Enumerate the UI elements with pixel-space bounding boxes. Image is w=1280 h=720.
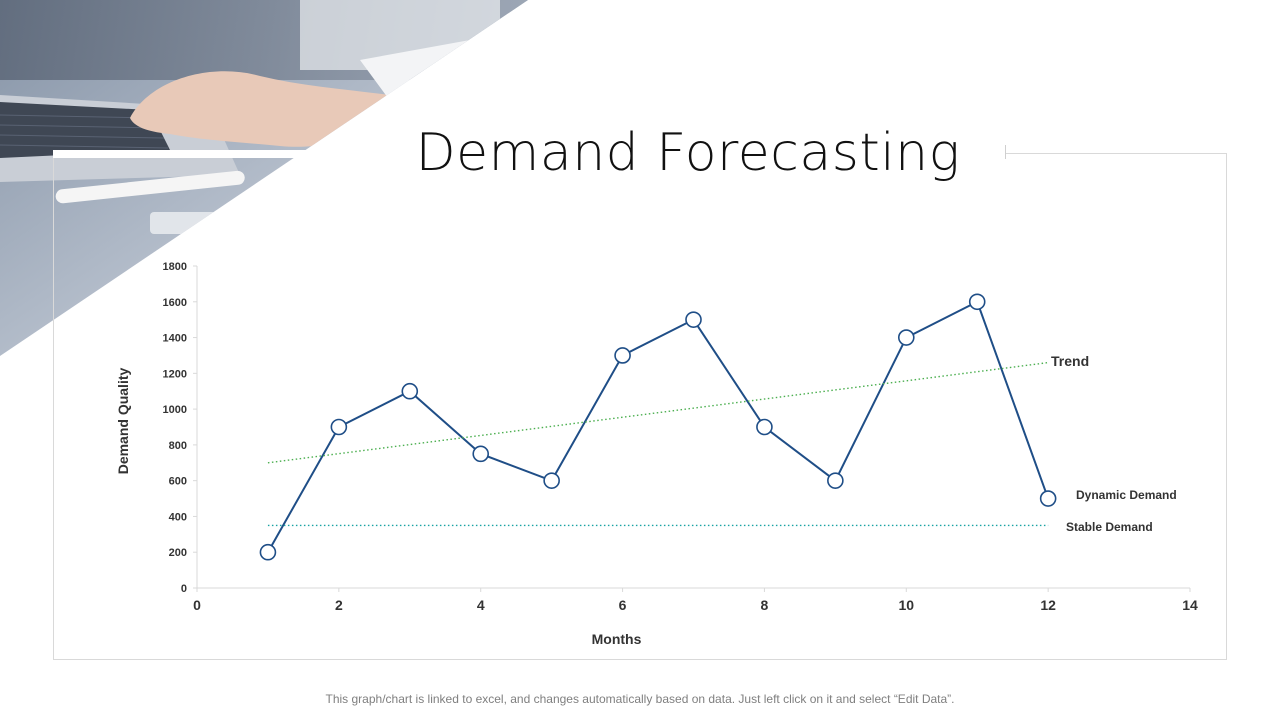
dynamic-demand-point <box>259 543 277 561</box>
dynamic-demand-point <box>827 472 844 489</box>
y-tick-label: 1200 <box>163 368 187 380</box>
x-tick-label: 2 <box>335 597 343 613</box>
x-tick-label: 6 <box>619 597 627 613</box>
x-tick-label: 0 <box>193 597 201 613</box>
y-tick-label: 1400 <box>163 333 187 345</box>
frame-tick <box>1005 145 1006 159</box>
y-tick-label: 1000 <box>163 404 187 416</box>
y-tick-label: 800 <box>169 440 187 452</box>
x-tick-label: 8 <box>761 597 769 613</box>
y-tick-label: 1800 <box>163 261 187 273</box>
dynamic-demand-point <box>472 445 490 463</box>
y-axis-title: Demand Quality <box>115 368 131 475</box>
y-tick-label: 1600 <box>163 297 187 309</box>
trend-line <box>267 361 1049 464</box>
stable-demand-label: Stable Demand <box>1066 520 1153 534</box>
x-tick-label: 12 <box>1040 597 1056 613</box>
dynamic-demand-point <box>968 293 986 311</box>
footnote: This graph/chart is linked to excel, and… <box>325 692 955 706</box>
dynamic-demand-point <box>330 418 348 436</box>
dynamic-demand-line <box>267 300 1050 553</box>
dynamic-demand-label: Dynamic Demand <box>1076 488 1177 502</box>
y-tick-label: 0 <box>181 583 187 595</box>
page-title: Demand Forecasting <box>415 123 961 183</box>
x-tick-label: 4 <box>477 597 485 613</box>
y-tick-label: 400 <box>169 511 187 523</box>
x-axis-title: Months <box>592 631 642 647</box>
dynamic-demand-point <box>614 347 631 364</box>
dynamic-demand-point <box>401 382 419 400</box>
x-tick-label: 10 <box>898 597 914 613</box>
y-tick-label: 200 <box>169 547 187 559</box>
dynamic-demand-point <box>543 472 560 489</box>
trend-label: Trend <box>1051 353 1089 369</box>
x-tick-label: 14 <box>1182 597 1198 613</box>
dynamic-demand-point <box>1039 490 1057 507</box>
dynamic-demand-point <box>685 311 702 328</box>
dynamic-demand-point <box>756 418 773 436</box>
y-tick-label: 600 <box>169 476 187 488</box>
dynamic-demand-point <box>897 329 915 346</box>
